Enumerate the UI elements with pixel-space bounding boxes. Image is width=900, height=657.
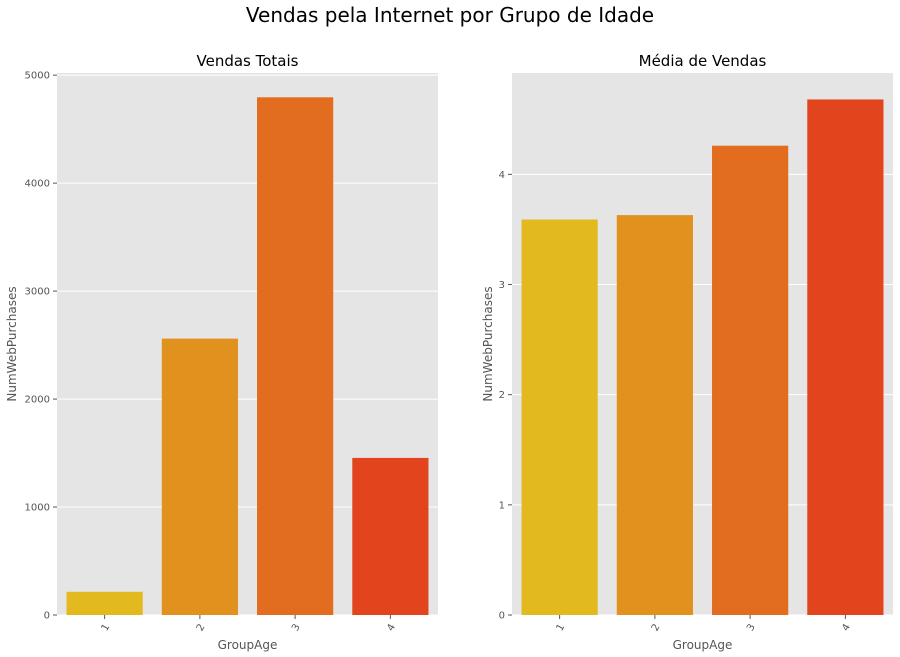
chart-vendas-totais: 0 1000 2000 3000 4000 5000 1 2 3 4 Vendas Totais Gr… (5, 52, 438, 652)
y-tick-label: 3 (499, 280, 505, 291)
bar-group-3 (257, 97, 334, 615)
x-tick-label: 1 (100, 622, 113, 633)
bar-group-1 (521, 219, 598, 615)
bar-group-2 (616, 215, 693, 616)
y-axis-label: NumWebPurchases (5, 286, 19, 401)
x-tick-label: 3 (745, 622, 758, 633)
x-tick-label: 4 (840, 622, 853, 633)
y-tick-label: 4 (499, 170, 505, 181)
x-tick-label: 1 (555, 622, 568, 633)
bar-group-4 (807, 99, 884, 615)
y-tick-label: 1000 (25, 503, 50, 514)
y-tick-label: 2000 (25, 395, 50, 406)
bar-group-4 (352, 457, 429, 615)
x-axis-label: GroupAge (673, 638, 733, 652)
y-tick-label: 0 (44, 611, 50, 622)
y-tick-label: 4000 (25, 179, 50, 190)
bar-group-3 (712, 145, 789, 615)
x-tick-label: 2 (195, 622, 208, 633)
figure-title: Vendas pela Internet por Grupo de Idade (246, 3, 654, 27)
x-axis-label: GroupAge (218, 638, 278, 652)
bar-group-1 (66, 591, 143, 615)
x-tick-label: 3 (290, 622, 303, 633)
x-tick-label: 4 (385, 622, 398, 633)
y-tick-label: 2 (499, 390, 505, 401)
bar-group-2 (161, 338, 238, 615)
y-tick-label: 1 (499, 500, 505, 511)
y-tick-label: 0 (499, 611, 505, 622)
y-axis-label: NumWebPurchases (481, 286, 495, 401)
x-tick-label: 2 (650, 622, 663, 633)
chart-title: Média de Vendas (639, 52, 767, 70)
chart-title: Vendas Totais (197, 52, 299, 70)
y-tick-label: 5000 (25, 71, 50, 82)
y-tick-label: 3000 (25, 287, 50, 298)
chart-media-de-vendas: 0 1 2 3 4 1 2 3 4 Média de Vendas GroupAge NumWebPu… (481, 52, 893, 652)
